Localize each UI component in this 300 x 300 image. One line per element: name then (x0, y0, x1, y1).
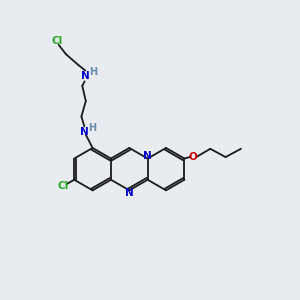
Text: N: N (143, 151, 152, 161)
Text: Cl: Cl (57, 181, 69, 191)
Text: O: O (188, 152, 197, 162)
Text: Cl: Cl (52, 36, 63, 46)
Text: H: H (89, 67, 98, 77)
Text: N: N (80, 127, 89, 137)
Text: N: N (125, 188, 134, 198)
Text: H: H (88, 123, 96, 133)
Text: N: N (81, 70, 90, 80)
